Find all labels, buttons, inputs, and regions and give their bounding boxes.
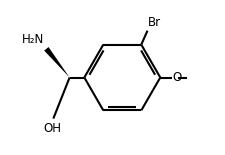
Polygon shape [44,47,69,78]
Text: H₂N: H₂N [22,33,44,46]
Text: Br: Br [148,16,161,29]
Text: O: O [172,71,181,84]
Text: OH: OH [43,122,61,135]
